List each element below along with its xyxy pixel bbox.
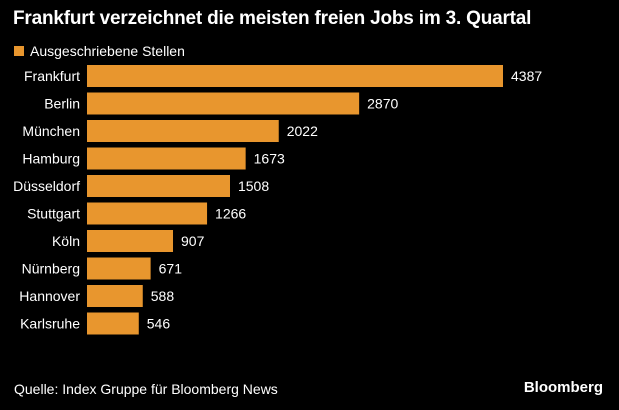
bar <box>87 230 174 252</box>
legend: Ausgeschriebene Stellen <box>14 43 185 59</box>
bar <box>87 257 151 280</box>
bar <box>87 202 208 225</box>
value-label: 4387 <box>511 68 542 84</box>
source-note: Quelle: Index Gruppe für Bloomberg News <box>14 381 278 397</box>
value-label: 1266 <box>215 206 246 222</box>
category-label: Hamburg <box>22 151 80 167</box>
legend-swatch <box>14 46 24 56</box>
category-label: Karlsruhe <box>20 316 80 332</box>
value-label: 907 <box>181 233 205 249</box>
bloomberg-logo: Bloomberg <box>523 379 603 396</box>
bar <box>87 285 143 307</box>
category-label: Frankfurt <box>24 68 80 84</box>
chart-title: Frankfurt verzeichnet die meisten freien… <box>13 8 532 29</box>
category-label: Nürnberg <box>22 261 80 277</box>
value-label: 1673 <box>254 151 285 167</box>
bar <box>87 175 230 197</box>
bar <box>87 147 246 170</box>
category-label: Hannover <box>19 288 80 304</box>
category-label: Stuttgart <box>27 206 80 222</box>
category-label: München <box>22 123 80 139</box>
value-label: 588 <box>151 288 175 304</box>
category-label: Düsseldorf <box>13 178 80 194</box>
bar <box>87 312 139 335</box>
bar <box>87 92 360 115</box>
value-label: 671 <box>159 261 183 277</box>
category-label: Berlin <box>44 96 80 112</box>
bar <box>87 120 279 142</box>
value-label: 1508 <box>238 178 269 194</box>
category-label: Köln <box>52 233 80 249</box>
value-label: 546 <box>147 316 171 332</box>
legend-label: Ausgeschriebene Stellen <box>30 43 185 59</box>
value-label: 2022 <box>287 123 318 139</box>
bar <box>87 65 503 87</box>
value-label: 2870 <box>367 96 398 112</box>
